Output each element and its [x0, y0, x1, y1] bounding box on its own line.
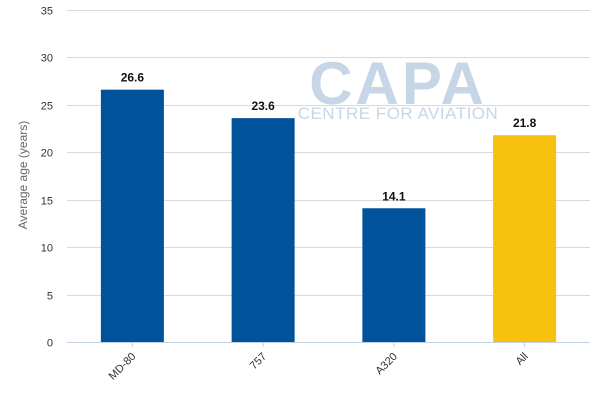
x-tick-label: 757 [248, 351, 269, 372]
y-tick-label: 15 [41, 196, 53, 208]
watermark-tagline: CENTRE FOR AVIATION [298, 104, 499, 123]
y-axis-ticks: 0 5 10 15 20 25 30 35 [41, 6, 53, 350]
x-tick-label: A320 [373, 351, 400, 378]
y-tick-label: 0 [47, 338, 53, 350]
y-axis-title: Average age (years) [16, 121, 30, 230]
data-label: 14.1 [382, 189, 406, 203]
data-label: 21.8 [513, 116, 537, 130]
y-tick-label: 35 [41, 6, 53, 18]
x-axis-ticks: MD-80 757 A320 All [107, 342, 531, 382]
bar-757 [231, 118, 295, 342]
capa-watermark: CAPA CENTRE FOR AVIATION [298, 50, 499, 123]
bars [100, 89, 557, 343]
bar-all [493, 135, 557, 342]
y-tick-label: 20 [41, 148, 53, 160]
data-labels: 26.6 23.6 14.1 21.8 [121, 71, 537, 204]
bar-a320 [362, 208, 426, 342]
bar-md-80 [100, 89, 164, 343]
data-label: 26.6 [121, 71, 145, 85]
y-tick-label: 30 [41, 53, 53, 65]
watermark-brand: CAPA [309, 50, 487, 117]
data-label: 23.6 [251, 99, 275, 113]
y-tick-label: 25 [41, 101, 53, 113]
y-tick-label: 5 [47, 291, 53, 303]
x-tick-label: MD-80 [107, 351, 139, 383]
x-tick-label: All [514, 351, 531, 368]
y-tick-label: 10 [41, 243, 53, 255]
